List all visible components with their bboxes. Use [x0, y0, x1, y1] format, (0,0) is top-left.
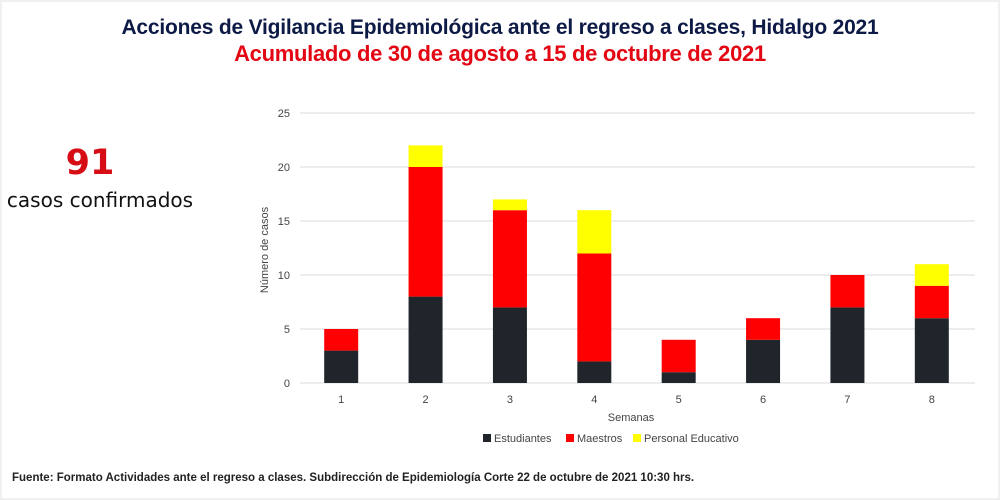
bar-estudiantes-week-4	[577, 361, 612, 383]
bar-estudiantes-week-6	[746, 339, 781, 383]
bar-estudiantes-week-7	[830, 307, 865, 383]
bar-maestros-week-2	[408, 167, 443, 297]
y-tick-label: 5	[284, 324, 290, 336]
y-axis-ticks: 0 5 10 15 20 25	[278, 108, 290, 390]
gridlines	[300, 112, 975, 384]
bar-estudiantes-week-3	[492, 307, 527, 383]
legend-label: Personal Educativo	[644, 433, 739, 445]
y-tick-label: 20	[278, 162, 290, 174]
bar-estudiantes-week-1	[324, 350, 359, 383]
page-subtitle: Acumulado de 30 de agosto a 15 de octubr…	[234, 41, 766, 66]
x-axis-ticks: 1 2 3 4 5 6 7 8	[338, 394, 935, 406]
legend-swatch	[483, 434, 491, 442]
bar-maestros-week-8	[914, 285, 949, 319]
y-tick-label: 0	[284, 378, 290, 390]
bars	[324, 145, 949, 383]
legend-swatch	[633, 434, 641, 442]
bar-estudiantes-week-5	[661, 372, 696, 383]
bar-personal-educativo-week-8	[914, 264, 949, 286]
bar-maestros-week-6	[746, 318, 781, 340]
x-tick-label: 8	[929, 394, 935, 406]
x-axis-label: Semanas	[608, 412, 655, 424]
y-tick-label: 10	[278, 270, 290, 282]
x-tick-label: 1	[338, 394, 344, 406]
x-tick-label: 3	[507, 394, 513, 406]
legend: Estudiantes Maestros Personal Educativo	[483, 433, 739, 445]
bar-maestros-week-5	[661, 339, 696, 373]
bar-estudiantes-week-8	[914, 318, 949, 383]
x-tick-label: 5	[676, 394, 682, 406]
bar-maestros-week-7	[830, 275, 865, 308]
source-footnote: Fuente: Formato Actividades ante el regr…	[12, 472, 695, 484]
legend-swatch	[566, 434, 574, 442]
bar-maestros-week-1	[324, 329, 359, 351]
legend-label: Estudiantes	[494, 433, 552, 445]
bar-maestros-week-4	[577, 253, 612, 362]
y-axis-label: Número de casos	[259, 206, 271, 293]
x-tick-label: 7	[844, 394, 850, 406]
bar-personal-educativo-week-3	[492, 199, 527, 211]
x-tick-label: 2	[423, 394, 429, 406]
bar-maestros-week-3	[492, 210, 527, 308]
bar-personal-educativo-week-2	[408, 145, 443, 167]
page-title: Acciones de Vigilancia Epidemiológica an…	[121, 16, 879, 39]
stacked-bar-chart: 0 5 10 15 20 25 1 2 3 4 5 6 7 8 Número de casos Sema…	[259, 108, 975, 445]
x-tick-label: 4	[591, 394, 597, 406]
legend-label: Maestros	[577, 433, 623, 445]
y-tick-label: 25	[278, 108, 290, 120]
bar-personal-educativo-week-4	[577, 210, 612, 254]
y-tick-label: 15	[278, 216, 290, 228]
x-tick-label: 6	[760, 394, 766, 406]
total-cases-value: 91	[65, 143, 115, 183]
total-cases-label: casos confirmados	[6, 188, 194, 212]
bar-estudiantes-week-2	[408, 296, 443, 383]
